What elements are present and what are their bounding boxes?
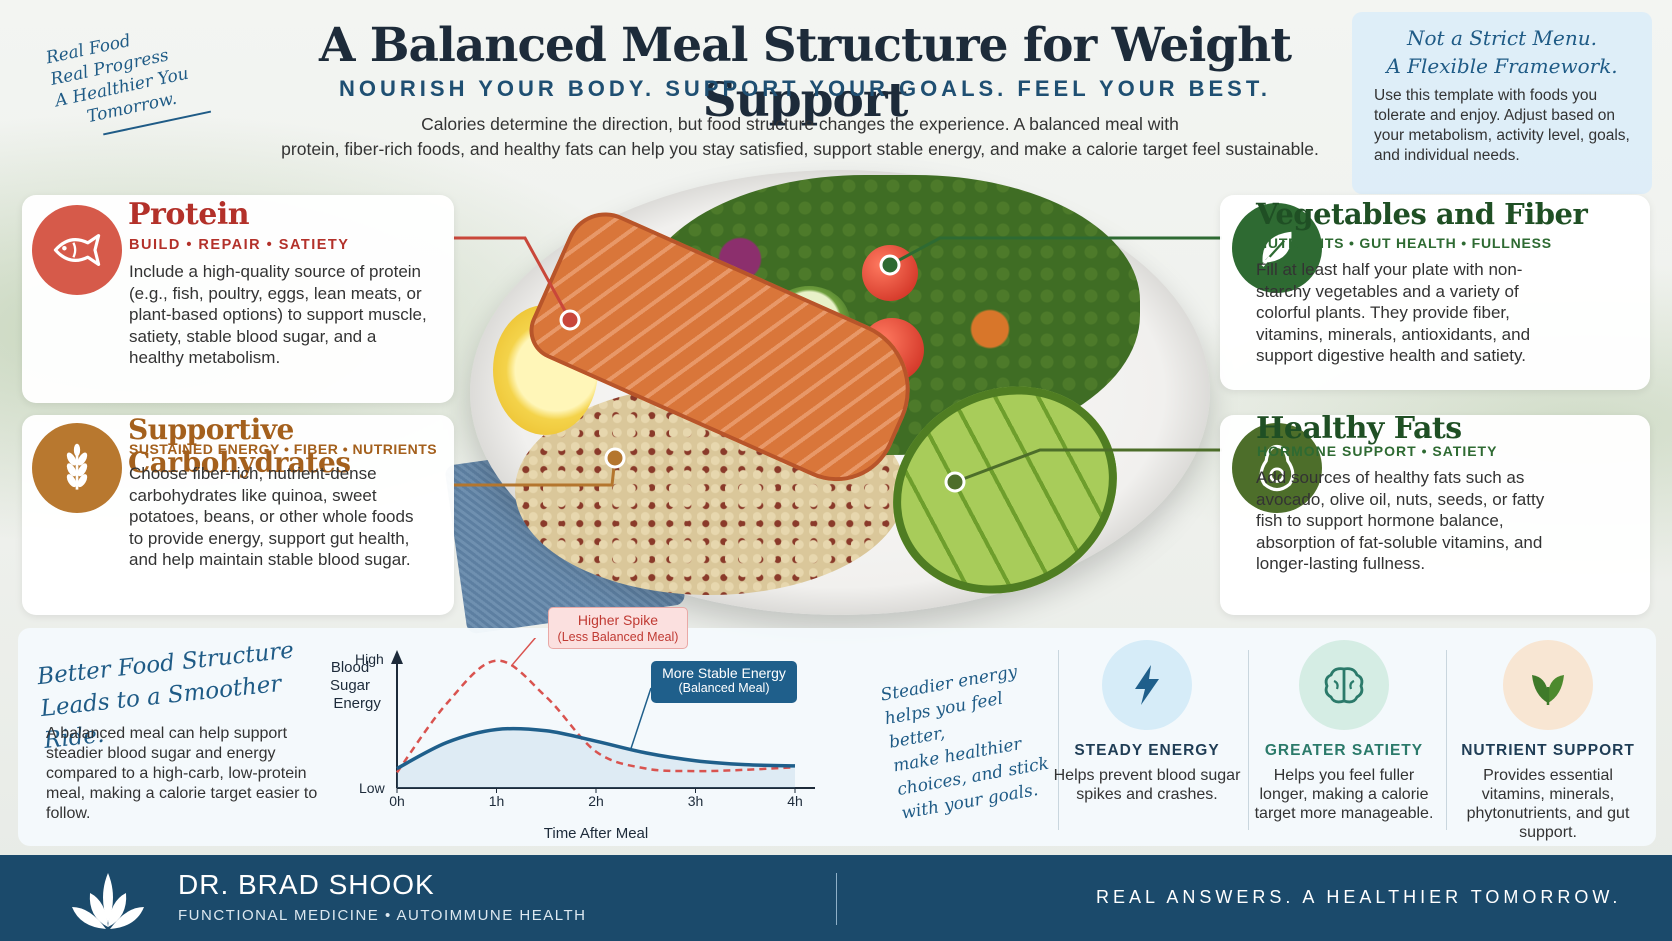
- footer: DR. BRAD SHOOK FUNCTIONAL MEDICINE • AUT…: [0, 855, 1672, 941]
- page-title: A Balanced Meal Structure for Weight Sup…: [318, 18, 1292, 128]
- avocado-icon: [1232, 423, 1322, 513]
- x-ticks: 0h 1h 2h 3h 4h: [389, 788, 803, 809]
- spike-series-note: (Less Balanced Meal): [557, 630, 679, 644]
- benefit-title: NUTRIENT SUPPORT: [1461, 742, 1635, 759]
- fats-subtitle: HORMONE SUPPORT • SATIETY: [1257, 443, 1498, 459]
- x-tick-label: 1h: [489, 793, 505, 809]
- smoother-ride-body: A balanced meal can help support steadie…: [46, 725, 318, 822]
- spike-series-name: Higher Spike: [577, 612, 659, 628]
- fats-body: Add sources of healthy fats such as avoc…: [1256, 468, 1545, 573]
- lotus-leaf-logo: [72, 873, 144, 929]
- y-label-line: Blood: [331, 659, 369, 676]
- vegetables-title: Vegetables and Fiber: [1256, 197, 1588, 231]
- y-tick-low: Low: [359, 780, 386, 796]
- cherry-tomato: [862, 245, 918, 301]
- y-label-line: & Energy: [330, 695, 381, 712]
- carbs-body: Choose fiber-rich, nutrient-dense carboh…: [129, 464, 414, 569]
- stable-series-name: More Stable Energy: [662, 665, 786, 681]
- y-axis-arrow: [391, 650, 403, 664]
- wheat-icon: [32, 423, 122, 513]
- footer-divider: [836, 873, 837, 925]
- benefit-body: Helps prevent blood sugar spikes and cra…: [1053, 767, 1241, 803]
- benefit-greater-satiety: GREATER SATIETY Helps you feel fuller lo…: [1249, 640, 1439, 823]
- framework-note: Not a Strict Menu. A Flexible Framework.…: [1352, 12, 1652, 194]
- tagline: Real Food Real Progress A Healthier You …: [44, 6, 260, 143]
- brain-icon: [1299, 640, 1389, 730]
- y-tick-high: High: [355, 651, 384, 667]
- stable-series-line: [396, 726, 796, 771]
- spike-callout-arrow: [510, 638, 537, 667]
- note-heading-line: A Flexible Framework.: [1386, 54, 1618, 78]
- carbs-subtitle: SUSTAINED ENERGY • FIBER • NUTRIENTS: [129, 441, 438, 457]
- intro-line: protein, fiber-rich foods, and healthy f…: [281, 139, 1319, 159]
- divider: [1058, 650, 1059, 830]
- spike-label: Higher Spike (Less Balanced Meal): [548, 607, 688, 649]
- benefit-body: Provides essential vitamins, minerals, p…: [1466, 767, 1630, 841]
- brand-name: DR. BRAD SHOOK: [178, 869, 435, 900]
- divider: [1446, 650, 1447, 830]
- carbs-title: Supportive Carbohydrates: [128, 413, 351, 479]
- benefit-steady-energy: STEADY ENERGY Helps prevent blood sugar …: [1052, 640, 1242, 804]
- note-heading-line: Not a Strict Menu.: [1407, 26, 1597, 50]
- page-subtitle: NOURISH YOUR BODY. SUPPORT YOUR GOALS. F…: [339, 76, 1271, 101]
- vegetables-subtitle: NUTRIENTS • GUT HEALTH • FULLNESS: [1257, 235, 1552, 251]
- protein-title: Protein: [128, 197, 250, 232]
- x-tick-label: 4h: [787, 793, 803, 809]
- note-heading: Not a Strict Menu. A Flexible Framework.: [1374, 24, 1630, 80]
- brand-motto: REAL ANSWERS. A HEALTHIER TOMORROW.: [1096, 887, 1622, 907]
- brand-subtitle: FUNCTIONAL MEDICINE • AUTOIMMUNE HEALTH: [178, 907, 587, 924]
- steadier-energy-note: Steadier energy helps you feel better, m…: [879, 654, 1071, 825]
- intro-text: Calories determine the direction, but fo…: [250, 112, 1350, 162]
- benefit-nutrient-support: NUTRIENT SUPPORT Provides essential vita…: [1453, 640, 1643, 842]
- y-label-line: Sugar: [330, 677, 370, 694]
- x-label: Time After Meal: [544, 825, 648, 842]
- x-tick-label: 2h: [588, 793, 604, 809]
- stable-energy-area: [397, 728, 795, 788]
- benefit-body: Helps you feel fuller longer, making a c…: [1254, 767, 1434, 822]
- lightning-icon: [1102, 640, 1192, 730]
- divider: [1248, 650, 1249, 830]
- vegetables-card: Vegetables and Fiber NUTRIENTS • GUT HEA…: [1220, 195, 1650, 390]
- leaf-icon: [1232, 203, 1322, 293]
- fats-title: Healthy Fats: [1256, 411, 1462, 446]
- x-tick-label: 0h: [389, 793, 405, 809]
- protein-body: Include a high-quality source of protein…: [129, 262, 427, 367]
- spike-series-line: [395, 659, 796, 774]
- carbs-card: Supportive Carbohydrates SUSTAINED ENERG…: [22, 413, 454, 615]
- protein-subtitle: BUILD • REPAIR • SATIETY: [129, 237, 350, 253]
- vegetables-body: Fill at least half your plate with non-s…: [1256, 260, 1531, 365]
- protein-card: Protein BUILD • REPAIR • SATIETY Include…: [22, 195, 454, 403]
- x-tick-label: 3h: [688, 793, 704, 809]
- intro-line: Calories determine the direction, but fo…: [421, 114, 1179, 134]
- leaves-icon: [1503, 640, 1593, 730]
- benefit-title: GREATER SATIETY: [1264, 742, 1424, 759]
- benefit-title: STEADY ENERGY: [1074, 742, 1220, 759]
- fish-icon: [32, 205, 122, 295]
- fats-card: Healthy Fats HORMONE SUPPORT • SATIETY A…: [1220, 411, 1650, 615]
- note-body: Use this template with foods you tolerat…: [1374, 87, 1630, 164]
- stable-series-note: (Balanced Meal): [678, 681, 770, 695]
- stable-callout-arrow: [630, 687, 652, 750]
- stable-label: More Stable Energy (Balanced Meal): [651, 661, 797, 703]
